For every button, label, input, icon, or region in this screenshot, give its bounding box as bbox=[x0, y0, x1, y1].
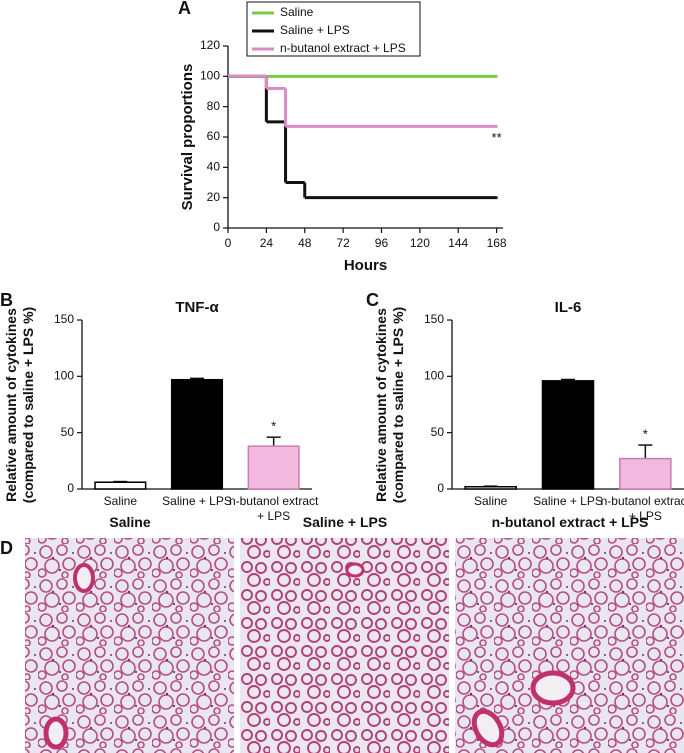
y-tick-label: 0 bbox=[67, 481, 74, 495]
x-tick-label: 0 bbox=[225, 236, 232, 250]
chart-title: TNF-α bbox=[175, 299, 219, 316]
y-axis-label: Relative amount of cytokines (compared t… bbox=[373, 306, 406, 503]
x-tick-label: 120 bbox=[410, 236, 430, 250]
legend-label: Saline + LPS bbox=[280, 23, 350, 37]
histology-image bbox=[240, 538, 449, 753]
x-tick-label: n-butanol extract + LPS bbox=[228, 494, 319, 523]
image-title: Saline + LPS bbox=[302, 514, 388, 530]
y-tick-label: 40 bbox=[207, 160, 221, 174]
x-tick-label: Saline bbox=[473, 494, 508, 508]
x-tick-label: 144 bbox=[448, 236, 468, 250]
bar bbox=[619, 457, 672, 490]
y-tick-label: 0 bbox=[213, 220, 220, 234]
histology-images bbox=[25, 538, 684, 753]
x-axis-label: Hours bbox=[344, 257, 387, 274]
y-tick-label: 100 bbox=[424, 369, 444, 383]
image-title: Saline bbox=[109, 514, 151, 530]
significance: ** bbox=[492, 130, 502, 145]
legend-label: Saline bbox=[280, 5, 314, 19]
x-tick-label: 48 bbox=[298, 236, 312, 250]
bar bbox=[247, 445, 300, 490]
vessel bbox=[73, 563, 95, 593]
y-tick-label: 20 bbox=[207, 190, 221, 204]
y-tick-label: 120 bbox=[200, 38, 220, 52]
x-tick-label: n-butanol extract + LPS bbox=[600, 494, 684, 523]
vessel bbox=[471, 708, 505, 748]
x-tick-label: Saline + LPS bbox=[162, 494, 232, 508]
y-tick-label: 50 bbox=[61, 425, 75, 439]
bar bbox=[170, 378, 224, 490]
y-axis-label: Relative amount of cytokines (compared t… bbox=[3, 306, 36, 503]
x-tick-label: Saline bbox=[103, 494, 137, 508]
panel-label: A bbox=[178, 0, 191, 18]
y-axis-label: Survival proportions bbox=[179, 64, 196, 211]
bar bbox=[94, 481, 147, 490]
y-tick-label: 80 bbox=[207, 99, 221, 113]
chart-title: IL-6 bbox=[555, 299, 582, 316]
x-tick-label: 72 bbox=[336, 236, 350, 250]
bar bbox=[464, 485, 517, 490]
y-tick-label: 150 bbox=[54, 312, 74, 326]
vessel bbox=[530, 670, 576, 706]
legend-label: n-butanol extract + LPS bbox=[280, 41, 406, 55]
x-tick-label: 96 bbox=[375, 236, 389, 250]
x-tick-label: 168 bbox=[487, 236, 507, 250]
x-tick-label: Saline + LPS bbox=[533, 494, 603, 508]
panel-label: B bbox=[0, 290, 13, 310]
y-tick-label: 100 bbox=[54, 369, 74, 383]
legend-box bbox=[246, 1, 421, 57]
significance: * bbox=[271, 419, 276, 434]
y-tick-label: 50 bbox=[431, 425, 445, 439]
histology-image bbox=[25, 538, 234, 753]
y-tick-label: 150 bbox=[424, 312, 444, 326]
bar bbox=[541, 380, 595, 490]
significance: * bbox=[643, 426, 648, 441]
panel-label: D bbox=[0, 538, 13, 558]
vessel bbox=[345, 562, 365, 578]
image-title: n-butanol extract + LPS bbox=[491, 514, 649, 530]
vessel bbox=[43, 716, 69, 750]
y-tick-label: 100 bbox=[200, 69, 220, 83]
y-tick-label: 60 bbox=[207, 129, 221, 143]
x-tick-label: 24 bbox=[260, 236, 274, 250]
panel-label: C bbox=[366, 290, 379, 310]
y-tick-label: 0 bbox=[437, 481, 444, 495]
